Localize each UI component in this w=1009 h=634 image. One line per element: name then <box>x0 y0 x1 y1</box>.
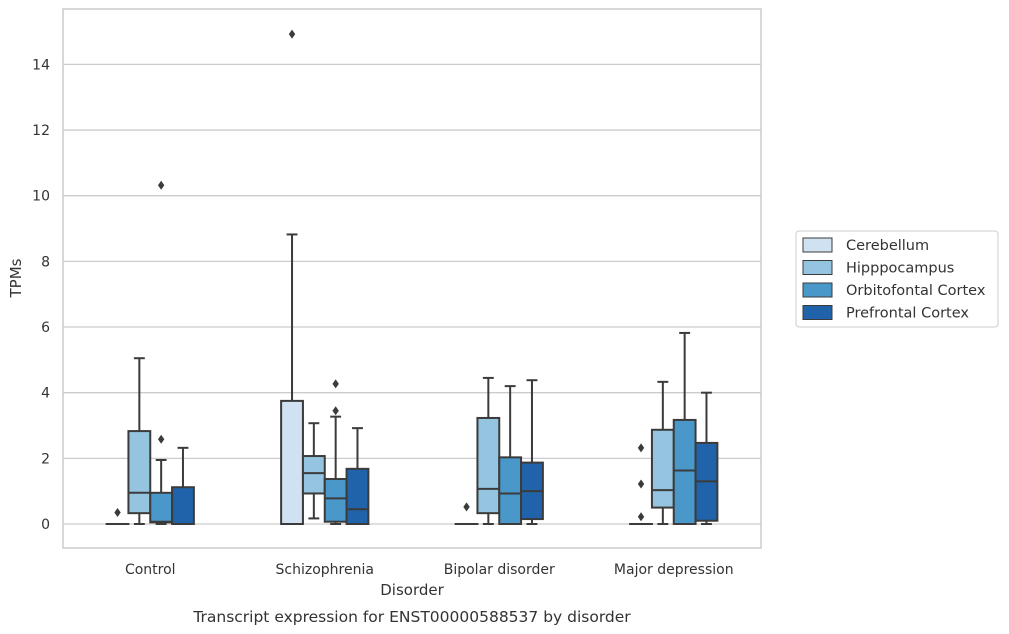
box-2-3 <box>520 379 544 525</box>
box-iqr <box>301 455 326 495</box>
legend-label: Prefrontal Cortex <box>846 306 969 322</box>
box-iqr <box>672 418 697 525</box>
legend-label: Orbitofontal Cortex <box>846 283 986 299</box>
chart-caption: Transcript expression for ENST0000058853… <box>192 608 631 626</box>
plot-frame <box>62 8 762 549</box>
y-tick-labels: 0 2 4 6 8 10 12 14 <box>32 57 50 533</box>
outlier-point <box>288 29 296 39</box>
box-3-2 <box>672 331 697 525</box>
legend-swatch <box>802 260 833 275</box>
legend-swatch <box>802 305 833 320</box>
box-1-3 <box>345 427 370 526</box>
box-iqr <box>127 430 152 515</box>
box-iqr <box>345 467 370 526</box>
outlier-point <box>114 508 121 518</box>
x-tick-label: Control <box>125 562 176 578</box>
box-iqr <box>280 399 304 526</box>
outlier-point <box>157 434 165 444</box>
x-tick-labels: Control Schizophrenia Bipolar disorder Majo… <box>125 562 734 578</box>
box-iqr <box>149 491 174 524</box>
y-tick-label: 2 <box>41 451 50 467</box>
y-axis-title: TPMs <box>7 258 25 298</box>
box-iqr <box>650 428 675 509</box>
legend-swatch <box>802 282 833 298</box>
legend-label: Hipppocampus <box>846 261 954 277</box>
outlier-point <box>637 479 645 489</box>
x-axis-title: Disorder <box>380 581 444 599</box>
box-iqr <box>323 478 348 523</box>
y-tick-label: 14 <box>32 57 50 73</box>
legend-frame <box>795 230 999 328</box>
box-2-1 <box>476 376 501 525</box>
box-1-1 <box>301 422 326 520</box>
box-iqr <box>171 486 195 526</box>
y-tick-label: 6 <box>41 320 50 336</box>
box-2-2 <box>498 385 523 525</box>
box-3-0 <box>629 443 653 526</box>
legend-swatch <box>802 237 833 253</box>
outlier-point <box>637 443 645 453</box>
y-tick-label: 0 <box>41 517 50 533</box>
box-iqr <box>498 456 523 525</box>
outlier-point <box>157 180 165 190</box>
outlier-point <box>332 379 339 389</box>
box-0-0 <box>105 508 130 526</box>
box-3-3 <box>694 391 719 525</box>
box-iqr <box>476 416 501 515</box>
y-tick-label: 4 <box>41 386 50 402</box>
box-0-3 <box>171 446 195 526</box>
box-0-2 <box>149 180 174 525</box>
y-tick-label: 8 <box>41 254 50 270</box>
y-tick-label: 12 <box>32 123 50 139</box>
y-tick-label: 10 <box>32 189 50 205</box>
outlier-point <box>637 512 645 522</box>
legend-label: Cerebellum <box>846 238 929 254</box>
legend: Cerebellum Hipppocampus Orbitofontal Corte… <box>795 230 999 328</box>
boxes <box>105 29 719 526</box>
x-tick-label: Major depression <box>614 562 734 578</box>
box-3-1 <box>650 380 675 525</box>
box-0-1 <box>127 357 152 525</box>
x-tick-label: Schizophrenia <box>276 562 374 578</box>
outlier-point <box>332 406 339 416</box>
outlier-point <box>463 502 470 512</box>
box-2-0 <box>454 502 479 526</box>
x-tick-label: Bipolar disorder <box>444 562 555 578</box>
